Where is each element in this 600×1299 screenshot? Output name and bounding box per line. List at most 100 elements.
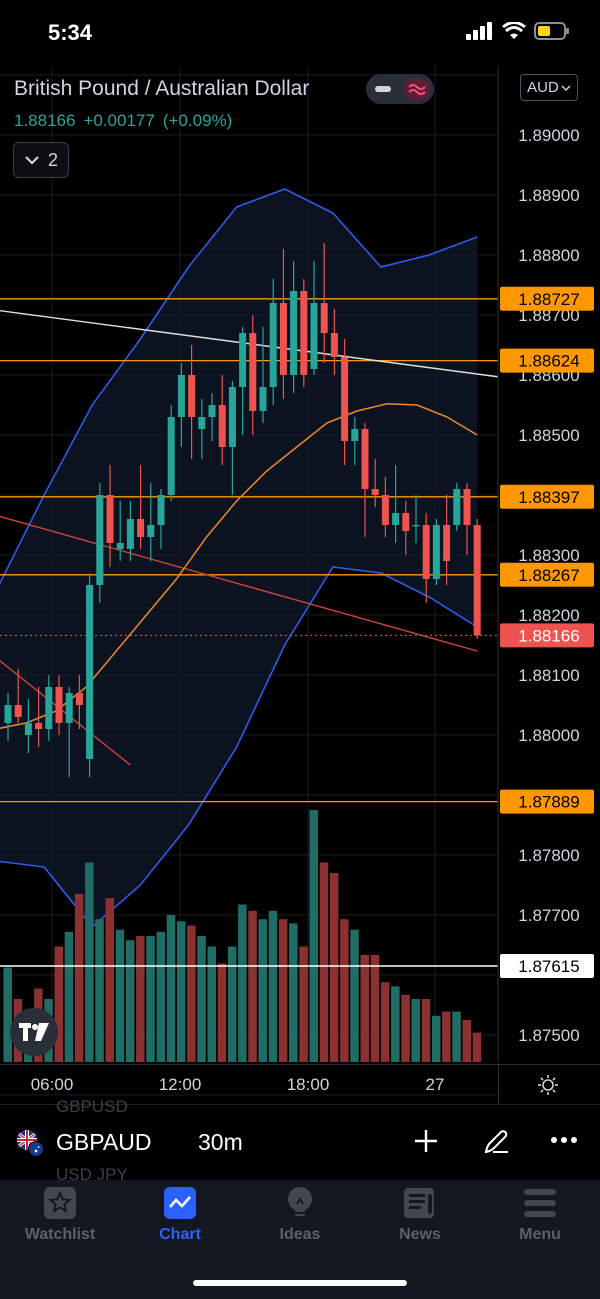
tab-news[interactable]: News	[370, 1186, 470, 1244]
candle-body	[116, 543, 124, 549]
candle	[147, 483, 155, 561]
candle	[239, 327, 247, 435]
candle-body	[320, 303, 328, 333]
volume-bar	[431, 1015, 441, 1062]
pill-icon	[370, 78, 396, 100]
status-time: 5:34	[48, 20, 93, 45]
candle-body	[361, 429, 369, 489]
last-price-badge-bg	[500, 623, 594, 648]
volume-bar	[217, 963, 227, 1062]
pen-icon[interactable]	[481, 1127, 511, 1157]
price-tick-label: 1.89000	[518, 126, 579, 145]
level-price-badge-bg	[500, 286, 594, 311]
volume-bar	[74, 894, 84, 1062]
candle	[96, 483, 104, 603]
volume-bar	[360, 954, 369, 1062]
candle-body	[330, 333, 338, 357]
candle	[351, 417, 359, 465]
tab-label: News	[399, 1226, 441, 1243]
candle-body	[463, 489, 471, 525]
candle	[412, 495, 420, 543]
wifi-icon	[502, 22, 526, 39]
tradingview-logo[interactable]	[10, 1008, 58, 1056]
trend-line	[0, 515, 478, 652]
volume-bar	[278, 919, 288, 1062]
volume-bar	[258, 919, 267, 1062]
volume-bar	[421, 999, 431, 1062]
volume-bar	[462, 1020, 471, 1062]
currency-select[interactable]: AUD	[520, 74, 578, 101]
candle	[137, 465, 145, 549]
candle-body	[208, 405, 216, 417]
ghost-symbol-below: USD JPY	[56, 1165, 128, 1184]
indicators-collapse-button[interactable]: 2	[13, 142, 69, 178]
candle	[463, 483, 471, 555]
volume-bar	[85, 862, 94, 1062]
volume-bar	[452, 1011, 461, 1062]
candle	[371, 459, 379, 507]
battery-icon	[534, 22, 569, 40]
candle	[259, 327, 267, 423]
level-price-badge: 1.88397	[518, 488, 579, 507]
candle-body	[86, 585, 94, 759]
symbol-name[interactable]: GBPAUD	[56, 1129, 152, 1155]
currency-label: AUD	[527, 79, 559, 96]
tab-ideas[interactable]: Ideas	[250, 1186, 350, 1244]
candle-body	[402, 513, 410, 531]
last-price-badge: 1.88166	[518, 626, 579, 645]
volume-bar	[442, 1011, 451, 1062]
candle-body	[310, 303, 318, 369]
gear-icon[interactable]	[536, 1073, 560, 1097]
volume-bar	[197, 936, 206, 1062]
volume-bar	[136, 936, 145, 1062]
price-tick-label: 1.88100	[518, 666, 579, 685]
time-tick: 18:00	[286, 1075, 330, 1094]
time-axis[interactable]: 06:00 12:00 18:00 27	[0, 1064, 600, 1105]
indicator-toggle[interactable]	[366, 74, 434, 104]
candle-body	[198, 417, 206, 429]
price-tick-label: 1.87700	[518, 906, 579, 925]
time-tick: 06:00	[30, 1075, 74, 1094]
more-icon[interactable]	[550, 1135, 578, 1145]
volume-bar	[166, 915, 176, 1062]
ghost-symbol-above: GBPUSD	[56, 1097, 128, 1116]
candles	[4, 243, 481, 777]
interval-selector[interactable]: 30m	[198, 1129, 243, 1155]
candle	[443, 495, 451, 585]
price-tick-label: 1.88200	[518, 606, 579, 625]
indicator-count: 2	[47, 149, 58, 170]
symbol-bar: GBPUSD GBPAUD 30m USD JPY	[0, 1097, 600, 1184]
tab-chart[interactable]: Chart	[130, 1186, 230, 1244]
legend-price: 1.88166	[14, 111, 76, 130]
volume-bar	[319, 862, 329, 1062]
candle	[269, 279, 277, 405]
candle	[392, 465, 400, 543]
candle-body	[381, 495, 389, 525]
wave-icon	[404, 78, 430, 100]
price-tick-label: 1.88500	[518, 426, 579, 445]
volume-bar	[289, 923, 298, 1062]
volume-bar	[125, 940, 135, 1062]
volume-bar	[380, 982, 390, 1062]
volume-bar	[64, 931, 74, 1062]
candle	[75, 675, 83, 729]
price-chart[interactable]: 1.890001.889001.888001.887001.886001.885…	[0, 66, 600, 1106]
chart-area[interactable]: 1.89000 1.88900 1.88800 1.88700 1.88600 1.885…	[0, 66, 600, 1106]
candle	[24, 699, 32, 753]
volume-bar	[350, 929, 359, 1062]
tab-watchlist[interactable]: Watchlist	[10, 1186, 110, 1244]
status-bar: 5:34	[0, 0, 600, 66]
legend-change: +0.00177	[83, 111, 155, 130]
tab-menu[interactable]: Menu	[490, 1186, 590, 1244]
price-tick-label: 1.88900	[518, 186, 579, 205]
candle-body	[218, 405, 226, 447]
candle-body	[269, 303, 277, 387]
volume-bar	[146, 936, 155, 1062]
volume-bar	[248, 910, 257, 1062]
candle-body	[351, 429, 359, 441]
price-tick-label: 1.88300	[518, 546, 579, 565]
candle-body	[65, 693, 73, 723]
volume-bar	[329, 873, 339, 1062]
plus-icon[interactable]	[412, 1127, 440, 1155]
candle-body	[106, 495, 114, 543]
